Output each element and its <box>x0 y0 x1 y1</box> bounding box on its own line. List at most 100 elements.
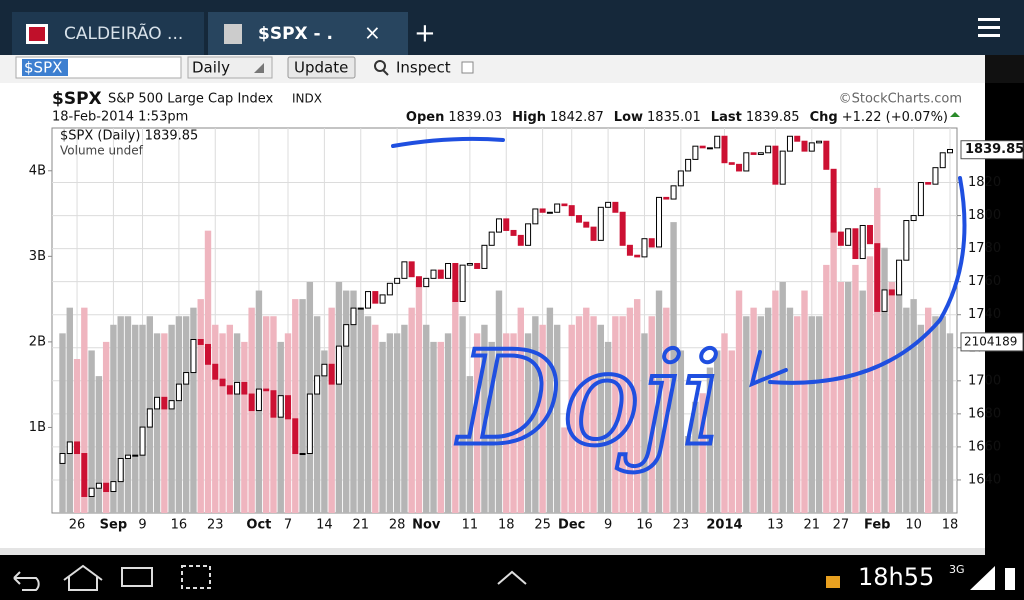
candle <box>917 182 924 217</box>
candle <box>117 457 124 483</box>
volume-last-box <box>960 332 1024 352</box>
volume-bar <box>714 350 721 513</box>
volume-bar <box>808 316 815 513</box>
symbol-text[interactable]: $SPX <box>24 59 62 77</box>
candle <box>641 238 648 258</box>
candle <box>488 231 495 246</box>
signal-icon <box>970 566 995 590</box>
candle <box>459 264 466 302</box>
chart-date: 18-Feb-2014 1:53pm <box>52 110 188 125</box>
battery-icon <box>1005 568 1015 590</box>
chart-source: ©StockCharts.com <box>839 92 962 107</box>
candle <box>197 339 204 345</box>
candle <box>372 291 379 304</box>
back-button[interactable] <box>13 571 40 591</box>
volume-bar <box>619 316 626 513</box>
candle <box>590 226 597 241</box>
stat-label: Open <box>406 110 444 125</box>
candle <box>677 170 684 187</box>
candle <box>830 168 837 233</box>
volume-bar <box>430 341 437 513</box>
volume-bar <box>546 307 554 513</box>
candle <box>445 262 452 279</box>
x-tick-label: 21 <box>352 518 369 533</box>
x-tick-label: Feb <box>864 518 890 533</box>
recent-button[interactable] <box>121 567 153 587</box>
candle <box>546 211 553 214</box>
new-tab[interactable]: + <box>414 19 436 49</box>
volume-bar <box>466 376 474 513</box>
volume-bar <box>903 307 910 513</box>
candle <box>699 145 706 149</box>
volume-bar <box>568 324 575 513</box>
candle <box>794 135 801 142</box>
volume-bar <box>895 282 903 513</box>
side-panel <box>985 55 1024 83</box>
volume-bar <box>830 222 837 513</box>
tab-title[interactable]: CALDEIRÃO ... <box>64 22 183 44</box>
up-button[interactable] <box>497 570 527 585</box>
volume-bar <box>924 307 932 513</box>
screenshot-button[interactable] <box>181 565 211 589</box>
x-tick-label: 10 <box>905 518 922 533</box>
volume-bar <box>313 316 321 513</box>
period-select[interactable] <box>187 56 273 79</box>
inspect-checkbox[interactable] <box>461 61 474 74</box>
inspect-text[interactable]: Inspect <box>396 59 451 77</box>
candle <box>925 182 932 185</box>
tab-icon-inner <box>29 27 45 41</box>
candle <box>66 441 73 455</box>
volume-bar <box>284 333 292 513</box>
volume-bar <box>277 341 284 513</box>
volume-bar <box>66 307 73 513</box>
volume-bar <box>721 333 728 513</box>
volume-bar <box>764 307 772 513</box>
candle <box>714 135 721 149</box>
volume-bar <box>801 290 808 513</box>
candle <box>365 291 372 309</box>
volume-bar <box>597 324 605 513</box>
last-price-box <box>960 140 1024 160</box>
candle <box>190 339 197 374</box>
volume-bar <box>648 316 655 513</box>
candle <box>525 223 532 246</box>
volume-bar <box>182 316 190 513</box>
candle <box>408 261 415 278</box>
volume-bar <box>633 299 641 513</box>
volume-last-label: 2104189 <box>964 334 1017 348</box>
volume-bar <box>328 307 335 513</box>
candle <box>721 135 728 164</box>
candle <box>437 269 444 279</box>
volume-bar <box>539 324 546 513</box>
volume-bar <box>459 316 466 513</box>
x-tick-label: 18 <box>498 518 515 533</box>
home-button[interactable] <box>63 564 103 591</box>
volume-bar <box>473 333 481 513</box>
search-icon <box>374 60 386 72</box>
volume-bar <box>612 316 619 513</box>
candle <box>241 381 248 395</box>
period-text[interactable]: Daily <box>192 59 230 77</box>
volume-bar <box>292 299 299 513</box>
candle <box>859 224 866 260</box>
candle <box>910 215 917 222</box>
candle <box>896 259 903 296</box>
candle <box>736 163 743 172</box>
candle <box>234 381 241 395</box>
tab-title[interactable]: $SPX - . <box>258 24 333 44</box>
candle <box>706 147 713 150</box>
last-price-label: 1839.85 <box>965 142 1024 157</box>
candle <box>379 294 386 304</box>
legend-volume: Volume undef <box>60 144 144 158</box>
volume-bar <box>939 316 946 513</box>
x-tick-label: 28 <box>389 518 406 533</box>
update-text[interactable]: Update <box>294 59 348 77</box>
volume-bar <box>132 324 139 513</box>
x-tick-label: 13 <box>767 518 784 533</box>
update-button[interactable] <box>287 56 356 79</box>
candle <box>750 152 757 155</box>
volume-bar <box>699 393 706 513</box>
network: 3G <box>949 563 965 576</box>
menu-icon[interactable] <box>978 18 1000 37</box>
tab-close[interactable]: × <box>364 21 381 45</box>
